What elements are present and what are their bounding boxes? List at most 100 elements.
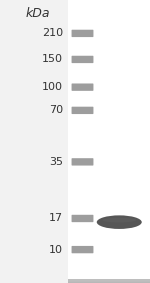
Bar: [68, 280, 150, 282]
Bar: [68, 280, 150, 282]
Bar: [68, 280, 150, 281]
Bar: [68, 279, 150, 281]
Bar: [68, 279, 150, 281]
Bar: [68, 280, 150, 282]
Bar: [68, 281, 150, 283]
Bar: [68, 281, 150, 283]
Bar: [68, 281, 150, 283]
Bar: [68, 280, 150, 282]
Bar: [68, 279, 150, 281]
Bar: [68, 280, 150, 282]
FancyBboxPatch shape: [72, 56, 93, 63]
Bar: [68, 280, 150, 282]
Bar: [68, 281, 150, 282]
Bar: [68, 280, 150, 282]
Text: 150: 150: [42, 54, 63, 65]
Bar: [68, 280, 150, 282]
Bar: [68, 280, 150, 282]
Bar: [68, 279, 150, 281]
Bar: [68, 281, 150, 283]
Bar: [68, 280, 150, 282]
Ellipse shape: [97, 215, 142, 229]
Bar: [68, 281, 150, 283]
Bar: [68, 280, 150, 282]
Bar: [68, 281, 150, 282]
Bar: [68, 280, 150, 282]
Bar: [68, 280, 150, 282]
Bar: [68, 281, 150, 282]
Bar: [68, 280, 150, 282]
Bar: [68, 279, 150, 281]
Bar: [68, 280, 150, 282]
Bar: [68, 280, 150, 282]
Bar: [68, 280, 150, 282]
Bar: [68, 280, 150, 281]
Bar: [68, 280, 150, 282]
FancyBboxPatch shape: [72, 246, 93, 253]
Bar: [68, 280, 150, 282]
Bar: [68, 281, 150, 283]
Bar: [68, 281, 150, 283]
Bar: [68, 280, 150, 282]
Bar: [68, 280, 150, 282]
Bar: [68, 281, 150, 283]
Bar: [68, 280, 150, 281]
Bar: [68, 280, 150, 282]
Bar: [0, 0, 68, 283]
Bar: [68, 280, 150, 282]
Bar: [68, 280, 150, 282]
Bar: [68, 280, 150, 282]
Bar: [68, 281, 150, 283]
Bar: [68, 280, 150, 282]
Bar: [68, 281, 150, 283]
Bar: [68, 280, 150, 282]
Bar: [68, 280, 150, 282]
Bar: [68, 279, 150, 281]
Bar: [68, 280, 150, 281]
Bar: [68, 279, 150, 281]
Bar: [68, 280, 150, 282]
Bar: [68, 280, 150, 282]
Bar: [68, 280, 150, 282]
Bar: [68, 280, 150, 282]
Bar: [68, 280, 150, 282]
Bar: [68, 280, 150, 282]
Bar: [68, 280, 150, 282]
Bar: [68, 279, 150, 281]
Text: 100: 100: [42, 82, 63, 92]
Bar: [68, 280, 150, 282]
Ellipse shape: [102, 218, 136, 222]
Bar: [68, 280, 150, 282]
FancyBboxPatch shape: [72, 30, 93, 37]
Bar: [68, 280, 150, 281]
Bar: [68, 281, 150, 283]
Bar: [68, 280, 150, 282]
Bar: [68, 281, 150, 283]
Bar: [68, 280, 150, 282]
Bar: [68, 280, 150, 282]
Bar: [68, 281, 150, 283]
Bar: [68, 280, 150, 282]
Bar: [68, 281, 150, 283]
Bar: [68, 280, 150, 282]
Bar: [68, 281, 150, 283]
Bar: [68, 279, 150, 281]
Bar: [68, 281, 150, 283]
Bar: [68, 280, 150, 282]
Bar: [68, 281, 150, 283]
Text: kDa: kDa: [25, 7, 50, 20]
Bar: [68, 280, 150, 282]
Bar: [68, 279, 150, 281]
Bar: [68, 280, 150, 282]
Bar: [68, 280, 150, 282]
Bar: [68, 281, 150, 283]
Bar: [68, 281, 150, 283]
Bar: [68, 279, 150, 281]
Bar: [68, 279, 150, 281]
Bar: [68, 281, 150, 282]
Bar: [68, 280, 150, 282]
Bar: [68, 281, 150, 283]
Bar: [68, 281, 150, 283]
Bar: [68, 280, 150, 282]
Bar: [68, 281, 150, 283]
